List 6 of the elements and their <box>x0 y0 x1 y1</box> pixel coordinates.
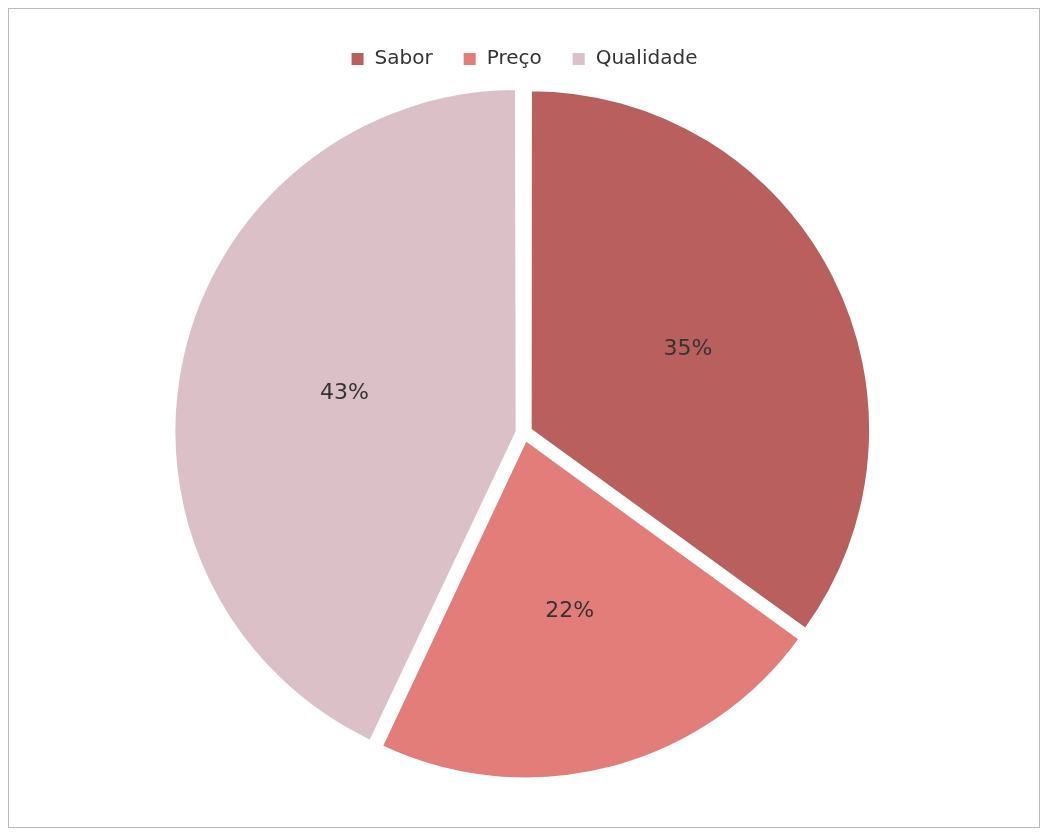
data-label: 35% <box>663 335 713 361</box>
legend-label: Sabor <box>374 45 434 70</box>
legend-label: Qualidade <box>595 45 698 70</box>
data-label: 43% <box>319 378 369 404</box>
data-label: 22% <box>545 596 595 622</box>
legend-label: Preço <box>486 45 542 70</box>
